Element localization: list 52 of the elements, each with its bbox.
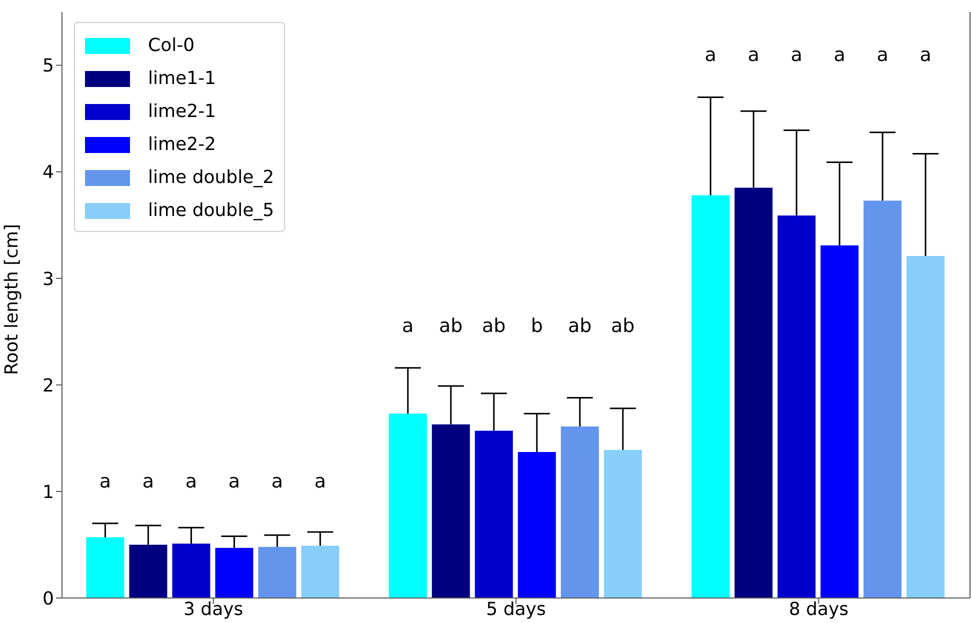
bar [172, 544, 210, 598]
y-axis-title: Root length [cm] [1, 224, 22, 375]
bar [518, 452, 556, 598]
annotation: a [99, 470, 112, 492]
bar [604, 450, 642, 598]
legend-label: lime2-2 [148, 134, 216, 155]
bar [864, 200, 902, 598]
annotation: ab [568, 314, 592, 337]
annotation: a [142, 470, 154, 492]
legend-label: lime double_2 [148, 167, 274, 188]
bar [560, 426, 599, 598]
bar [258, 546, 296, 598]
y-tick-label: 2 [42, 375, 54, 396]
bar [820, 245, 859, 598]
annotation: a [402, 314, 414, 337]
legend-label: lime1-1 [148, 68, 216, 89]
bar [86, 537, 124, 598]
bar [215, 548, 254, 598]
x-tick-label: 8 days [788, 598, 849, 620]
annotation: ab [439, 314, 463, 337]
bar [734, 188, 773, 598]
legend-label: Col-0 [148, 35, 195, 56]
y-tick-label: 0 [42, 588, 54, 610]
annotation: a [790, 44, 802, 66]
annotation: a [748, 44, 760, 66]
annotation: ab [482, 314, 506, 337]
annotation: a [834, 44, 846, 66]
annotation: a [185, 470, 198, 492]
bar [474, 430, 513, 598]
legend-label: lime2-1 [148, 101, 216, 122]
y-tick-label: 1 [42, 482, 54, 503]
bar [432, 424, 470, 598]
legend-label: lime double_5 [148, 200, 274, 221]
annotation: a [876, 44, 888, 66]
y-tick-label: 4 [42, 162, 54, 184]
annotation: a [920, 44, 932, 66]
bar [778, 216, 816, 598]
bar [301, 546, 340, 598]
annotation: a [228, 470, 240, 492]
bar [692, 195, 730, 598]
annotation: b [530, 314, 543, 337]
annotation: a [314, 470, 326, 492]
y-tick-label: 3 [42, 268, 54, 290]
bar [388, 414, 427, 598]
x-tick-label: 3 days [183, 598, 244, 620]
bar [906, 256, 945, 598]
annotation: a [704, 44, 716, 66]
y-tick-label: 5 [42, 56, 54, 77]
bar [129, 544, 168, 598]
annotation: ab [611, 314, 635, 337]
annotation: a [271, 470, 284, 492]
x-tick-label: 5 days [486, 598, 546, 620]
